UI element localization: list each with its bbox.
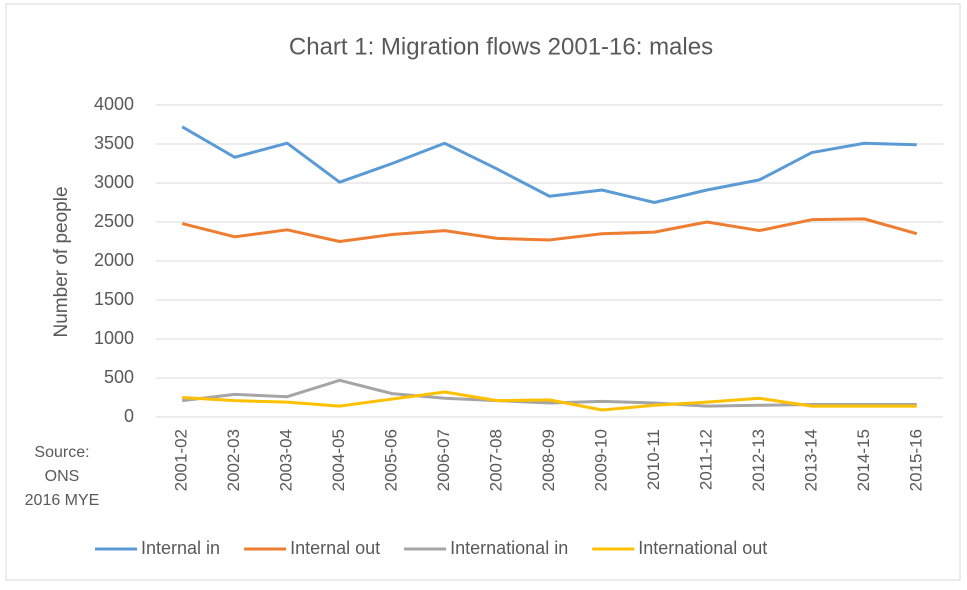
x-tick-label: 2002-03 — [224, 429, 243, 491]
data-line — [182, 390, 917, 412]
x-tick-label: 2009-10 — [591, 429, 610, 491]
y-tick-label: 3000 — [94, 172, 134, 192]
x-tick-label: 2005-06 — [382, 429, 401, 491]
y-axis-label: Number of people — [51, 186, 72, 337]
x-tick-label: 2001-02 — [172, 429, 191, 491]
x-tick-label: 2003-04 — [277, 429, 296, 491]
y-tick-label: 0 — [124, 406, 134, 426]
y-tick-label: 2500 — [94, 211, 134, 231]
legend-label: International out — [638, 538, 767, 558]
y-tick-label: 1500 — [94, 289, 134, 309]
x-tick-label: 2012-13 — [749, 429, 768, 491]
y-tick-label: 3500 — [94, 133, 134, 153]
x-tick-label: 2015-16 — [906, 429, 925, 491]
source-note: Source: — [34, 444, 89, 461]
y-tick-label: 1000 — [94, 328, 134, 348]
y-tick-label: 500 — [104, 367, 134, 387]
x-tick-label: 2007-08 — [487, 429, 506, 491]
x-tick-label: 2008-09 — [539, 429, 558, 491]
legend-label: Internal out — [290, 538, 380, 558]
chart-title: Chart 1: Migration flows 2001-16: males — [289, 33, 713, 60]
x-tick-label: 2014-15 — [854, 429, 873, 491]
y-tick-label: 2000 — [94, 250, 134, 270]
x-tick-label: 2010-11 — [644, 429, 663, 490]
x-tick-label: 2004-05 — [329, 429, 348, 491]
data-line — [181, 125, 917, 204]
source-note: 2016 MYE — [25, 492, 100, 509]
x-tick-label: 2011-12 — [696, 429, 715, 490]
chart-border — [5, 3, 961, 581]
data-line — [181, 217, 918, 243]
x-tick-label: 2013-14 — [801, 429, 820, 491]
x-tick-label: 2006-07 — [434, 429, 453, 491]
source-note: ONS — [45, 468, 80, 485]
y-tick-label: 4000 — [94, 94, 134, 114]
legend-label: International in — [450, 538, 568, 558]
legend-label: Internal in — [141, 538, 220, 558]
